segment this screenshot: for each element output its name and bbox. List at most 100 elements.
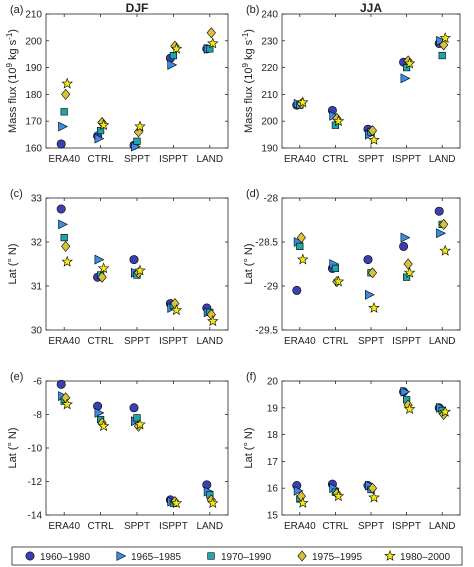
y-tick-label: -10 [28,444,43,455]
data-point-circle [292,285,302,295]
x-tick-label-isppt: ISPPT [159,521,188,532]
x-tick-label-isppt: ISPPT [392,336,421,347]
y-axis-label: Mass flux (109 kg s-1) [5,29,19,133]
x-tick-label-isppt: ISPPT [159,336,188,347]
data-point-circle [434,206,444,216]
x-tick-label-sppt: SPPT [124,521,150,532]
x-tick-label-land: LAND [429,154,456,165]
data-point-triangle [400,386,411,397]
data-point-star [207,497,219,509]
y-tick-label: -8 [33,410,42,421]
x-tick-label-land: LAND [429,521,456,532]
y-tick-label: 16 [267,484,279,495]
x-tick-label-era40: ERA40 [48,521,80,532]
y-tick-label: 18 [267,430,279,441]
data-point-star [170,497,183,509]
x-tick-label-ctrl: CTRL [322,154,349,165]
data-point-square [60,108,68,116]
data-point-triangle [94,407,105,418]
x-tick-label-sppt: SPPT [358,154,384,165]
data-point-triangle [58,121,68,132]
data-point-diamond [367,125,378,137]
y-axis-label: Lat (° N) [243,243,255,284]
axes-frame [45,380,229,516]
x-tick-label-era40: ERA40 [284,154,316,165]
data-point-triangle [58,219,68,230]
data-point-diamond [367,267,378,279]
markers [292,32,451,145]
x-tick-label-ctrl: CTRL [88,154,115,165]
data-point-star [439,244,451,256]
data-point-star [297,253,309,265]
data-point-star [403,403,416,415]
data-point-diamond [97,271,107,283]
data-point-square [296,242,304,251]
legend: 1960–1980 1965–1985 1970–1990 1975–1995 1980… [11,546,463,566]
y-tick-label: 230 [261,36,278,47]
data-point-star [368,301,380,313]
y-tick-label: 33 [31,194,43,205]
data-point-star [97,119,110,131]
data-point-square [438,51,446,60]
y-tick-label: 200 [25,36,42,47]
data-point-star [439,405,451,417]
data-point-circle [56,139,66,149]
data-point-diamond [439,39,449,51]
data-point-circle [363,255,373,265]
legend-marker-triangle [116,551,127,561]
legend-marker-square [207,552,215,560]
data-point-triangle [436,228,446,239]
data-point-star [97,262,110,274]
panel-label: (e) [10,371,23,383]
y-tick-label: -14 [28,511,43,522]
panel-label: (c) [10,188,23,200]
legend-label: 1965–1985 [131,552,181,563]
markers [56,27,219,152]
data-point-star [97,420,110,432]
y-tick-label: 210 [261,90,278,101]
y-tick-label: -28 [264,194,279,205]
axes-frame [281,197,461,331]
panel-b: 190 200 210 220 230 240 ERA40 CTRL SPPT ISPPT LAND… [241,1,461,165]
x-tick-label-era40: ERA40 [48,336,80,347]
y-tick-label: 32 [31,238,43,249]
x-tick-label-isppt: ISPPT [159,154,188,165]
y-axis-label: Mass flux (109 kg s-1) [241,29,255,133]
x-tick-label-era40: ERA40 [48,154,80,165]
y-tick-label: -29 [264,282,279,293]
panel-f: 15 16 17 18 19 20 ERA40 CTRL SPPT ISPPT LAND (f) Lat… [243,371,461,532]
data-point-triangle [293,485,304,496]
data-point-star [207,315,219,327]
data-point-star [170,42,183,54]
x-tick-label-isppt: ISPPT [392,154,421,165]
data-point-star [332,115,345,127]
data-point-square [133,414,141,422]
legend-marker-diamond [297,550,307,562]
x-tick-label-land: LAND [429,336,456,347]
legend-marker-star [384,549,396,561]
data-point-diamond [367,482,378,494]
y-tick-label: -12 [28,477,43,488]
data-point-circle [56,379,66,389]
y-tick-label: 31 [31,282,43,293]
panel-c: 30 31 32 33 ERA40 CTRL SPPT ISPPT LAND (c) Lat (° … [7,188,229,347]
axes-frame [45,13,229,149]
data-point-diamond [133,126,144,138]
y-tick-label: -28.5 [255,238,278,249]
legend-label: 1980–2000 [400,552,450,563]
x-tick-label-isppt: ISPPT [392,521,421,532]
data-point-star [368,491,380,503]
y-tick-label: 220 [261,63,278,74]
y-tick-label: 160 [25,144,42,155]
legend-label: 1960–1980 [40,552,90,563]
data-point-star [134,418,146,430]
y-tick-label: -6 [33,377,42,388]
data-point-square [97,126,105,135]
data-point-star [403,266,416,278]
x-tick-label-ctrl: CTRL [322,336,349,347]
legend-marker-circle [25,551,35,561]
data-point-star [368,133,380,145]
data-point-diamond [439,218,449,230]
panel-e: -14 -12 -10 -8 -6 ERA40 CTRL SPPT ISPPT LAND (e) La… [7,371,229,532]
